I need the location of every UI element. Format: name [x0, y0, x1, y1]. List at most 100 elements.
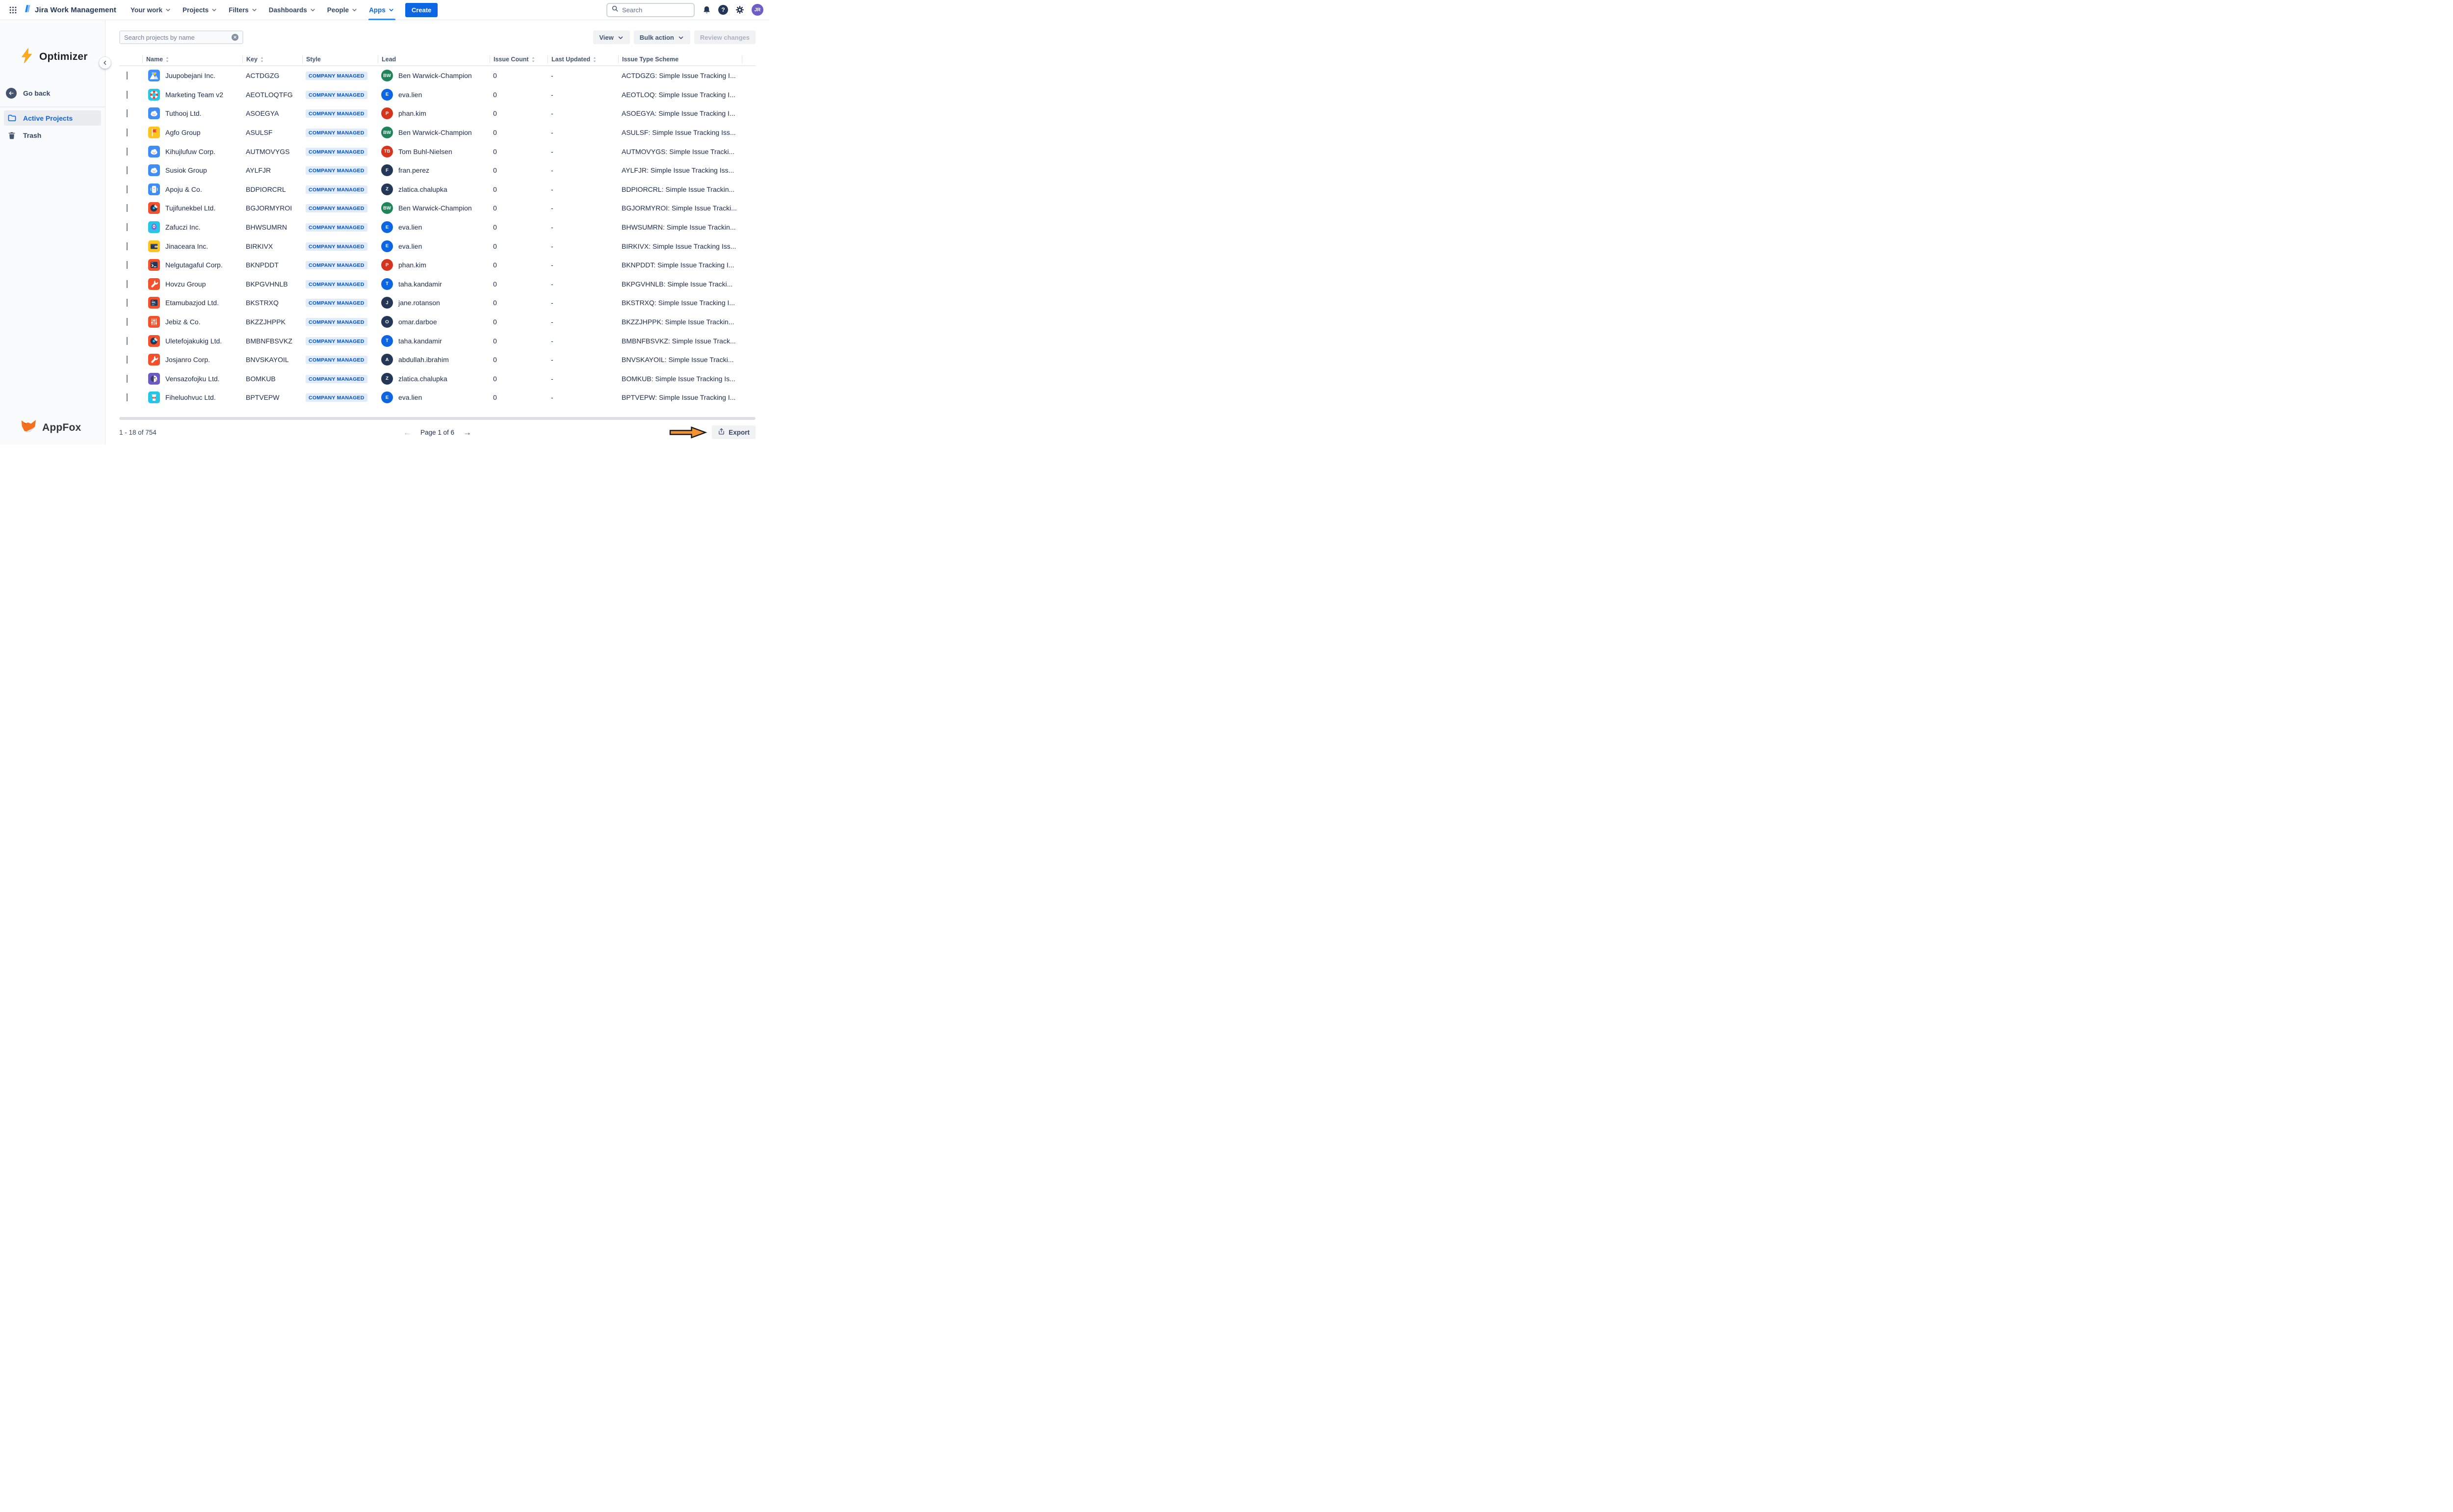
- table-row[interactable]: Uletefojakukig Ltd. BMBNFBSVKZ COMPANY M…: [119, 331, 756, 350]
- lifebuoy-icon: [148, 88, 160, 101]
- table-row[interactable]: Kihujlufuw Corp. AUTMOVYGS COMPANY MANAG…: [119, 142, 756, 161]
- row-checkbox[interactable]: [127, 204, 128, 212]
- table-row[interactable]: Jebiz & Co. BKZZJHPPK COMPANY MANAGED O …: [119, 313, 756, 332]
- issue-type-scheme: BHWSUMRN: Simple Issue Trackin...: [622, 223, 736, 232]
- app-title: Jira Work Management: [35, 5, 116, 14]
- table-row[interactable]: Marketing Team v2 AEOTLOQTFG COMPANY MAN…: [119, 85, 756, 104]
- row-checkbox[interactable]: [127, 242, 128, 250]
- lead-avatar: F: [381, 164, 393, 177]
- row-checkbox[interactable]: [127, 337, 128, 345]
- table-row[interactable]: Vensazofojku Ltd. BOMKUB COMPANY MANAGED…: [119, 369, 756, 389]
- review-changes-button[interactable]: Review changes: [694, 30, 756, 44]
- browser-icon: [148, 297, 160, 309]
- table-row[interactable]: Susiok Group AYLFJR COMPANY MANAGED F fr…: [119, 161, 756, 180]
- issue-count: 0: [493, 223, 497, 232]
- row-checkbox[interactable]: [127, 129, 128, 137]
- app-switcher-icon[interactable]: [6, 3, 20, 17]
- sidebar-item-active-projects[interactable]: Active Projects: [4, 110, 101, 126]
- page-label: Page 1 of 6: [420, 428, 455, 436]
- view-button[interactable]: View: [593, 30, 630, 44]
- row-checkbox[interactable]: [127, 223, 128, 232]
- export-button[interactable]: Export: [712, 425, 756, 439]
- issue-count: 0: [493, 147, 497, 156]
- lead-name: phan.kim: [398, 261, 426, 269]
- lead-avatar: BW: [381, 127, 393, 139]
- sliders-icon: [148, 316, 160, 328]
- row-checkbox[interactable]: [127, 280, 128, 288]
- row-checkbox[interactable]: [127, 90, 128, 99]
- lead-avatar: J: [381, 297, 393, 309]
- help-icon[interactable]: ?: [718, 5, 728, 15]
- project-search[interactable]: ✕: [119, 30, 243, 44]
- table-row[interactable]: Hovzu Group BKPGVHNLB COMPANY MANAGED T …: [119, 275, 756, 294]
- row-checkbox[interactable]: [127, 374, 128, 383]
- issue-count: 0: [493, 356, 497, 364]
- issue-count: 0: [493, 72, 497, 80]
- column-header-name[interactable]: Name: [142, 55, 242, 63]
- lead-avatar: E: [381, 88, 393, 101]
- next-page-icon[interactable]: →: [463, 427, 472, 437]
- column-header-key[interactable]: Key: [242, 55, 302, 63]
- table-row[interactable]: Zafuczi Inc. BHWSUMRN COMPANY MANAGED E …: [119, 218, 756, 237]
- lead-name: fran.perez: [398, 166, 430, 175]
- nav-item-your-work[interactable]: Your work: [125, 0, 177, 20]
- row-checkbox[interactable]: [127, 356, 128, 364]
- settings-gear-icon[interactable]: [734, 4, 745, 15]
- nav-item-apps[interactable]: Apps: [364, 0, 400, 20]
- lead-name: jane.rotanson: [398, 299, 440, 307]
- table-row[interactable]: Jinaceara Inc. BIRKIVX COMPANY MANAGED E…: [119, 236, 756, 256]
- table-row[interactable]: Tuthooj Ltd. ASOEGYA COMPANY MANAGED P p…: [119, 104, 756, 123]
- table-row[interactable]: Fiheluohvuc Ltd. BPTVEPW COMPANY MANAGED…: [119, 388, 756, 407]
- previous-page-icon[interactable]: ←: [403, 427, 412, 437]
- global-search[interactable]: [606, 2, 695, 17]
- column-header-issue-count[interactable]: Issue Count: [490, 55, 548, 63]
- issue-type-scheme: AEOTLOQ: Simple Issue Tracking I...: [622, 90, 735, 99]
- lead-name: zlatica.chalupka: [398, 374, 447, 383]
- phone-icon: [148, 183, 160, 195]
- project-key: BPTVEPW: [246, 393, 280, 402]
- column-header-last-updated[interactable]: Last Updated: [548, 55, 618, 63]
- row-checkbox[interactable]: [127, 318, 128, 326]
- issue-type-scheme: ASOEGYA: Simple Issue Tracking I...: [622, 109, 735, 118]
- table-row[interactable]: Etamubazjod Ltd. BKSTRXQ COMPANY MANAGED…: [119, 293, 756, 313]
- row-checkbox[interactable]: [127, 166, 128, 175]
- column-header-style[interactable]: Style: [302, 55, 378, 63]
- nav-item-dashboards[interactable]: Dashboards: [263, 0, 322, 20]
- row-checkbox[interactable]: [127, 72, 128, 80]
- global-search-input[interactable]: [622, 6, 690, 14]
- clear-search-icon[interactable]: ✕: [232, 34, 238, 41]
- nav-item-filters[interactable]: Filters: [223, 0, 263, 20]
- bulk-action-button[interactable]: Bulk action: [633, 30, 690, 44]
- fox-icon: [19, 418, 38, 438]
- row-checkbox[interactable]: [127, 147, 128, 156]
- user-avatar[interactable]: JR: [752, 4, 763, 16]
- table-row[interactable]: Josjanro Corp. BNVSKAYOIL COMPANY MANAGE…: [119, 350, 756, 369]
- row-checkbox[interactable]: [127, 393, 128, 402]
- column-header-lead[interactable]: Lead: [378, 55, 490, 63]
- notifications-bell-icon[interactable]: [701, 4, 712, 15]
- row-checkbox[interactable]: [127, 299, 128, 307]
- lead-avatar: Z: [381, 372, 393, 385]
- jira-brand[interactable]: Jira Work Management: [23, 4, 116, 16]
- table-row[interactable]: Agfo Group ASULSF COMPANY MANAGED BW Ben…: [119, 123, 756, 142]
- last-updated: -: [551, 393, 553, 402]
- table-row[interactable]: Nelgutagaful Corp. BKNPDDT COMPANY MANAG…: [119, 256, 756, 275]
- project-search-input[interactable]: [124, 33, 232, 41]
- table-row[interactable]: Apoju & Co. BDPIORCRL COMPANY MANAGED Z …: [119, 180, 756, 199]
- column-header-issue-type-scheme[interactable]: Issue Type Scheme: [618, 55, 742, 63]
- nav-item-projects[interactable]: Projects: [177, 0, 223, 20]
- issue-count: 0: [493, 129, 497, 137]
- row-checkbox[interactable]: [127, 109, 128, 118]
- table-row[interactable]: Juupobejani Inc. ACTDGZG COMPANY MANAGED…: [119, 66, 756, 85]
- go-back-button[interactable]: Go back: [6, 88, 105, 99]
- style-badge: COMPANY MANAGED: [306, 393, 367, 402]
- table-row[interactable]: Tujifunekbel Ltd. BGJORMYROI COMPANY MAN…: [119, 199, 756, 218]
- create-button[interactable]: Create: [405, 2, 438, 17]
- row-checkbox[interactable]: [127, 185, 128, 193]
- sidebar-item-trash[interactable]: Trash: [4, 128, 101, 143]
- row-checkbox[interactable]: [127, 261, 128, 269]
- nav-item-people[interactable]: People: [322, 0, 364, 20]
- sidebar-collapse-button[interactable]: [99, 57, 111, 69]
- horizontal-scrollbar[interactable]: [119, 417, 756, 420]
- issue-count: 0: [493, 109, 497, 118]
